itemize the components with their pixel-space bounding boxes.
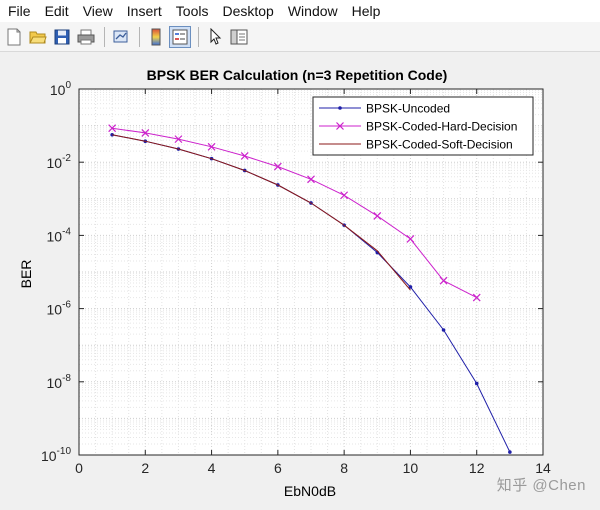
ber-chart[interactable]: 0 2 4 6 8 10 12 14 100 10-2 10-4 10-6 10-8 10-10 BPSK… bbox=[0, 53, 600, 505]
axis-ticks: 0 2 4 6 8 10 12 14 100 10-2 10-4 10-6 10-8 10-10 bbox=[41, 80, 551, 476]
legend-marker bbox=[336, 122, 344, 130]
legend[interactable]: BPSK-Uncoded BPSK-Coded-Hard-Decision BPSK… bbox=[312, 96, 534, 156]
legend-button[interactable] bbox=[169, 25, 191, 48]
y-tick-label: 10-8 bbox=[47, 373, 72, 391]
toolbar-separator bbox=[139, 26, 140, 47]
data-point bbox=[273, 162, 282, 171]
new-figure-icon bbox=[7, 28, 21, 45]
data-point bbox=[408, 285, 413, 289]
y-tick-label: 10-4 bbox=[47, 226, 72, 244]
open-folder-icon bbox=[29, 31, 47, 43]
menu-view[interactable]: View bbox=[82, 3, 113, 19]
x-tick-label: 2 bbox=[141, 460, 149, 476]
legend-icon bbox=[172, 29, 188, 44]
data-point bbox=[207, 142, 216, 151]
open-button[interactable] bbox=[27, 26, 49, 48]
legend-marker bbox=[338, 106, 342, 110]
data-point bbox=[108, 124, 117, 133]
data-point bbox=[439, 276, 448, 285]
menu-file[interactable]: File bbox=[8, 3, 31, 19]
axes-frame bbox=[78, 88, 544, 456]
y-tick-label: 10-6 bbox=[47, 300, 72, 318]
x-tick-label: 0 bbox=[75, 460, 83, 476]
menu-desktop[interactable]: Desktop bbox=[222, 3, 274, 19]
x-tick-label: 12 bbox=[469, 460, 485, 476]
series-line-2 bbox=[112, 127, 477, 299]
link-plot-icon bbox=[113, 30, 128, 42]
print-button[interactable] bbox=[75, 26, 97, 48]
new-figure-button[interactable] bbox=[3, 26, 25, 48]
x-tick-label: 8 bbox=[340, 460, 348, 476]
data-point bbox=[340, 191, 349, 200]
y-tick-label: 10-10 bbox=[41, 446, 71, 464]
y-tick-label: 10-2 bbox=[47, 153, 72, 171]
data-point bbox=[406, 235, 415, 243]
property-editor-button[interactable] bbox=[228, 26, 250, 48]
y-tick-label: 100 bbox=[50, 80, 72, 98]
toolbar-separator bbox=[104, 26, 105, 47]
property-editor-icon bbox=[230, 29, 248, 44]
legend-label: BPSK-Uncoded bbox=[366, 102, 450, 116]
chart-title: BPSK BER Calculation (n=3 Repetition Cod… bbox=[147, 67, 448, 83]
menu-window[interactable]: Window bbox=[287, 3, 338, 19]
colorbar-button[interactable] bbox=[145, 26, 167, 48]
data-point bbox=[174, 135, 183, 144]
y-axis-label: BER bbox=[18, 260, 34, 289]
pointer-button[interactable] bbox=[204, 26, 226, 48]
data-point bbox=[472, 293, 481, 302]
data-point bbox=[141, 128, 150, 137]
watermark: 知乎 @Chen bbox=[496, 477, 586, 494]
menu-insert[interactable]: Insert bbox=[126, 3, 162, 19]
x-tick-label: 6 bbox=[274, 460, 282, 476]
save-icon bbox=[54, 29, 70, 44]
print-icon bbox=[77, 29, 95, 44]
x-tick-label: 10 bbox=[403, 460, 419, 476]
data-point bbox=[508, 450, 512, 454]
data-point bbox=[240, 152, 249, 160]
toolbar-separator bbox=[198, 26, 199, 47]
series-layer bbox=[108, 124, 512, 454]
menu-tools[interactable]: Tools bbox=[175, 3, 209, 19]
colorbar-icon bbox=[151, 28, 161, 45]
x-axis-label: EbN0dB bbox=[284, 483, 336, 499]
menu-edit[interactable]: Edit bbox=[44, 3, 69, 19]
data-point bbox=[307, 175, 315, 184]
series-line-3 bbox=[112, 134, 411, 291]
x-tick-label: 4 bbox=[208, 460, 216, 476]
figure-canvas: 0 2 4 6 8 10 12 14 100 10-2 10-4 10-6 10-8 10-10 BPSK… bbox=[0, 53, 600, 505]
x-tick-label: 14 bbox=[535, 460, 551, 476]
pointer-icon bbox=[210, 27, 222, 45]
legend-label: BPSK-Coded-Hard-Decision bbox=[366, 120, 517, 134]
legend-label: BPSK-Coded-Soft-Decision bbox=[366, 138, 513, 152]
save-button[interactable] bbox=[51, 26, 73, 48]
menu-bar: File Edit View Insert Tools Desktop Wind… bbox=[0, 0, 600, 22]
data-point bbox=[441, 328, 446, 332]
grid bbox=[79, 89, 543, 455]
data-point bbox=[373, 212, 382, 220]
link-plot-button[interactable] bbox=[110, 26, 132, 48]
menu-help[interactable]: Help bbox=[351, 3, 381, 19]
data-point bbox=[474, 381, 479, 386]
figure-toolbar bbox=[0, 22, 600, 52]
